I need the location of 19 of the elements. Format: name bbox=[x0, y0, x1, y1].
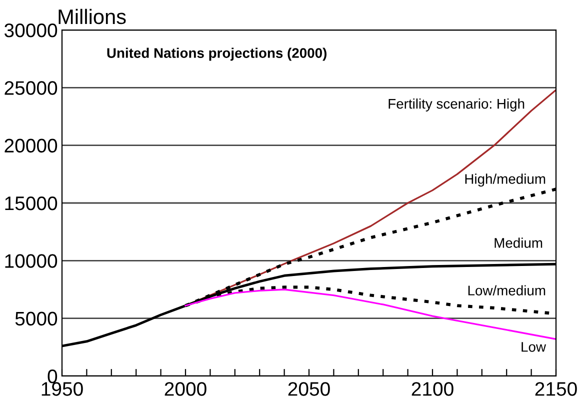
x-tick-label: 1950 bbox=[42, 382, 83, 396]
series-label: Medium bbox=[494, 238, 542, 248]
series-label: Low/medium bbox=[468, 285, 546, 296]
series-label: Fertility scenario: High bbox=[388, 98, 524, 112]
annotation: United Nations projections (2000) bbox=[107, 48, 326, 61]
x-tick-label: 2150 bbox=[535, 382, 577, 396]
x-tick-label: 2050 bbox=[288, 382, 330, 396]
y-tick-label: 20000 bbox=[4, 138, 58, 153]
x-tick-label: 2000 bbox=[164, 382, 206, 396]
y-tick-label: 10000 bbox=[5, 254, 58, 268]
y-tick-label: 15000 bbox=[5, 196, 58, 210]
y-tick-label: 0 bbox=[48, 369, 58, 384]
y-tick-label: 25000 bbox=[4, 81, 58, 95]
series-label: Low bbox=[522, 342, 546, 352]
series-label: High/medium bbox=[465, 174, 546, 187]
x-tick-label: 2100 bbox=[412, 382, 454, 396]
y-tick-label: 5000 bbox=[15, 312, 58, 326]
y-axis-title: Millions bbox=[58, 8, 126, 24]
y-tick-label: 30000 bbox=[4, 23, 58, 38]
